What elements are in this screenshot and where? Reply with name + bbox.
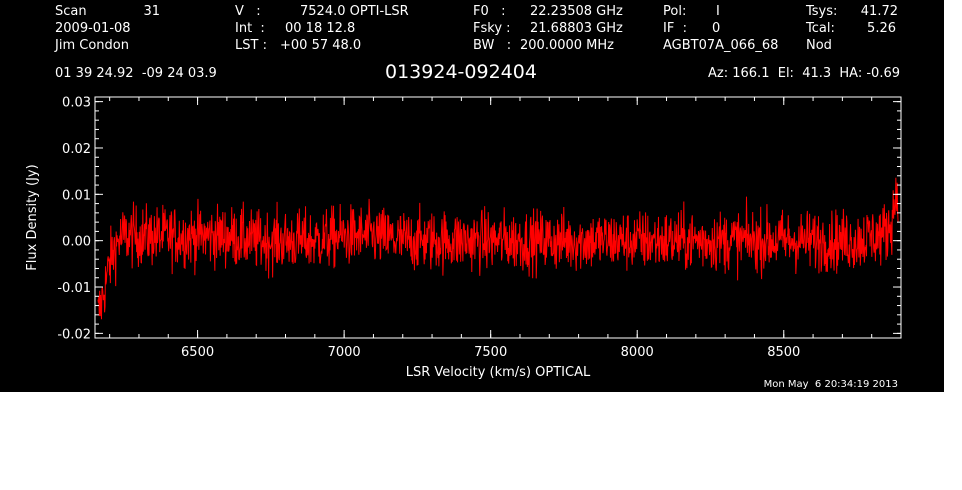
velocity-value: 7524.0 OPTI-LSR xyxy=(300,4,409,19)
polarization-value: I xyxy=(716,4,720,19)
x-tick-label: 8000 xyxy=(621,345,654,360)
plot-frame xyxy=(94,96,902,339)
if-value: 0 xyxy=(712,21,721,36)
series-layer xyxy=(97,177,899,320)
rest-frequency-label: F0 : xyxy=(473,4,506,19)
observer-name: Jim Condon xyxy=(55,38,129,53)
x-tick-label: 7000 xyxy=(328,345,361,360)
source-coordinates: 01 39 24.92 -09 24 03.9 xyxy=(55,66,217,81)
plot-timestamp: Mon May 6 20:34:19 2013 xyxy=(763,379,898,390)
y-tick-label: -0.02 xyxy=(57,327,91,342)
spectrum-chart: 6500 7000 7500 8000 8500 -0.02 -0.01 0.00 0.01 0.… xyxy=(25,96,902,380)
x-axis-label: LSR Velocity (km/s) OPTICAL xyxy=(406,365,591,380)
spectrum-line xyxy=(97,177,899,320)
bandwidth-value: 200.0000 MHz xyxy=(520,38,614,53)
tcal-label: Tcal: xyxy=(806,21,835,36)
x-tick-label: 8500 xyxy=(767,345,800,360)
y-axis-label: Flux Density (Jy) xyxy=(25,164,40,270)
bandwidth-label: BW : xyxy=(473,38,512,53)
integration-value: 00 18 12.8 xyxy=(285,21,356,36)
integration-label: Int : xyxy=(235,21,265,36)
lst-value: +00 57 48.0 xyxy=(280,38,362,53)
scan-label: Scan xyxy=(55,4,87,19)
y-tick-label: 0.01 xyxy=(62,188,91,203)
source-name: 013924-092404 xyxy=(385,61,537,83)
y-tick-label: -0.01 xyxy=(57,281,91,296)
plot-panel: Scan 31 2009-01-08 Jim Condon V : 7524.0… xyxy=(0,0,944,392)
tsys-label: Tsys: xyxy=(806,4,838,19)
rest-frequency-value: 22.23508 GHz xyxy=(530,4,623,19)
polarization-label: Pol: xyxy=(663,4,687,19)
observation-date: 2009-01-08 xyxy=(55,21,131,36)
ticks-layer: 6500 7000 7500 8000 8500 -0.02 -0.01 0.00 0.01 0.… xyxy=(57,96,902,360)
y-tick-label: 0.02 xyxy=(62,142,91,157)
velocity-label: V : xyxy=(235,4,261,19)
y-tick-label: 0.03 xyxy=(62,96,91,111)
project-id: AGBT07A_066_68 xyxy=(663,38,779,53)
sky-frequency-label: Fsky : xyxy=(473,21,511,36)
tsys-value: 41.72 xyxy=(860,4,898,19)
scan-value: 31 xyxy=(143,4,160,19)
if-label: IF : xyxy=(663,21,687,36)
sky-frequency-value: 21.68803 GHz xyxy=(530,21,623,36)
x-tick-label: 6500 xyxy=(181,345,214,360)
tcal-value: 5.26 xyxy=(867,21,896,36)
x-tick-label: 7500 xyxy=(474,345,507,360)
switching-mode: Nod xyxy=(806,38,832,53)
lst-label: LST : xyxy=(235,38,267,53)
y-tick-label: 0.00 xyxy=(62,235,91,250)
az-el-ha: Az: 166.1 El: 41.3 HA: -0.69 xyxy=(708,66,900,81)
